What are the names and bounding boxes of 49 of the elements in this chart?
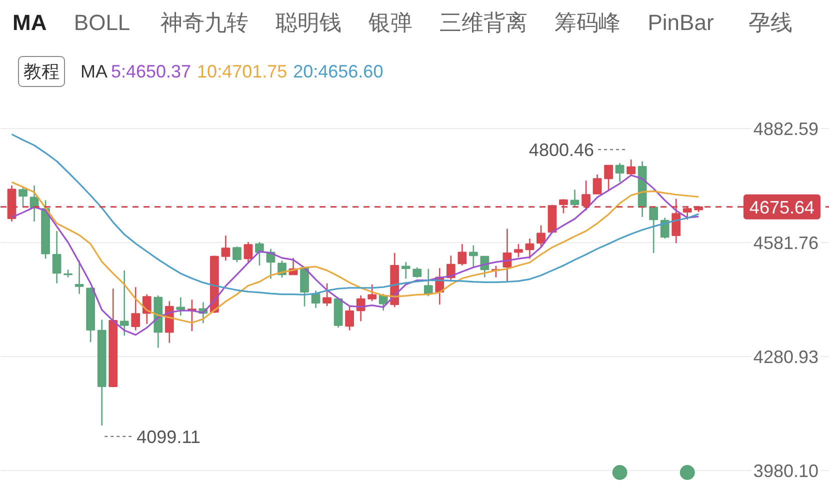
candlestick — [536, 224, 546, 248]
text: 5:4650.37 — [110, 62, 192, 82]
text: 10:4701.75 — [197, 62, 288, 82]
candlestick — [401, 261, 410, 280]
annotation: MA — [12, 10, 47, 35]
annotation: 筹码峰 — [554, 10, 621, 35]
annotation: 4099.11 — [136, 426, 200, 447]
annotation: 聪明钱 — [276, 10, 342, 35]
candlestick — [615, 162, 624, 183]
candlestick — [176, 296, 186, 316]
y-tick-label: 4581.76 — [753, 232, 819, 253]
annotation: BOLL — [74, 10, 130, 35]
candlestick — [525, 238, 534, 260]
candlestick — [412, 266, 422, 278]
candlestick — [52, 230, 62, 284]
candlestick — [18, 186, 28, 208]
ref-line-label: 4675.64 — [749, 197, 815, 218]
candlestick — [514, 243, 523, 258]
candlestick — [221, 234, 230, 262]
candlestick — [660, 217, 670, 240]
annotation: 三维背离 — [440, 10, 528, 35]
candlestick — [322, 282, 332, 307]
text: 孕线 — [748, 10, 793, 35]
candlestick — [142, 294, 152, 325]
y-tick-label: 4882.59 — [753, 118, 819, 139]
candlestick — [649, 206, 658, 254]
text: 20:4656.60 — [293, 62, 384, 82]
annotation: 4800.46 — [528, 140, 594, 160]
candlestick — [131, 286, 140, 331]
y-tick-label: 3980.10 — [753, 461, 819, 482]
candlestick — [232, 246, 242, 263]
candlestick — [570, 189, 580, 208]
candlestick — [74, 260, 84, 295]
legend-title: MA — [80, 62, 108, 82]
candlestick — [424, 268, 433, 297]
candlestick — [604, 164, 613, 192]
candlestick — [626, 158, 636, 176]
y-tick-label: 4280.93 — [753, 347, 819, 368]
annotation: PinBar — [648, 10, 714, 35]
candlestick — [244, 241, 253, 263]
annotation: 教程 — [24, 62, 60, 82]
candlestick — [592, 174, 602, 195]
annotation: 神奇九转 — [160, 10, 249, 35]
candlestick — [345, 306, 354, 331]
candlestick — [368, 284, 377, 302]
candlestick — [468, 244, 478, 268]
annotation: 银弹 — [368, 10, 413, 35]
candlestick — [458, 243, 467, 266]
candlestick — [120, 270, 129, 336]
